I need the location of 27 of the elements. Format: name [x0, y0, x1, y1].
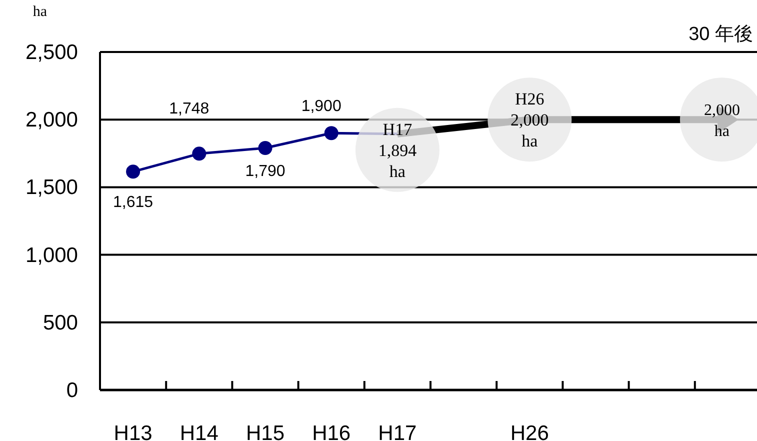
y-tick-label: 1,000: [25, 244, 78, 267]
y-tick-label: 500: [42, 311, 78, 334]
data-label: 1,748: [169, 100, 210, 118]
data-label: 1,615: [113, 194, 154, 212]
x-tick-label: H13: [114, 422, 152, 441]
point: [258, 140, 272, 155]
callout-circle: H26 2,000 ha: [488, 78, 572, 162]
point: [324, 126, 338, 140]
point: [126, 164, 140, 179]
y-axis-title: ha: [32, 4, 48, 20]
annotation: H26 2,000 ha: [510, 90, 549, 151]
x-tick-label: H17: [378, 422, 417, 441]
annotation: H17 1,894 ha: [378, 120, 418, 181]
x-tick-label: H26: [510, 422, 549, 441]
data-label: 1,900: [301, 98, 342, 116]
x-tick-label: H16: [312, 422, 351, 441]
point: [192, 146, 206, 161]
x-tick-label: H14: [180, 422, 219, 441]
annotation: 2,000 ha: [704, 102, 740, 140]
text: 30 年後: [688, 24, 753, 45]
data-label: 1,790: [245, 162, 286, 180]
y-tick-label: 2,000: [25, 108, 78, 132]
y-tick-label: 1,500: [25, 176, 78, 200]
callout-circle: H17 1,894 ha: [355, 108, 440, 192]
y-tick-label: 0: [66, 379, 78, 402]
y-tick-label: 2,500: [25, 41, 78, 64]
x-tick-label: H15: [246, 422, 285, 441]
